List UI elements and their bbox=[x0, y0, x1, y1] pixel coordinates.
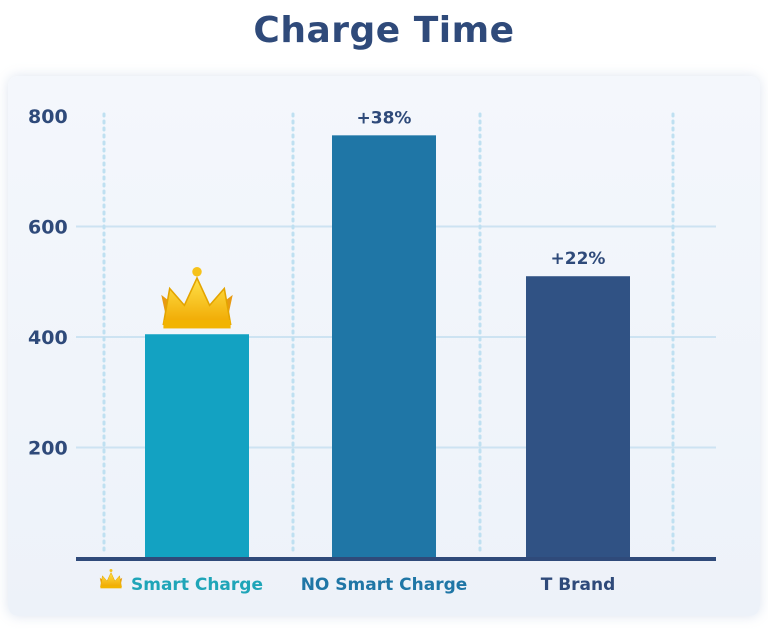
x-tick-label: NO Smart Charge bbox=[301, 575, 468, 595]
small-crown-icon bbox=[99, 569, 123, 589]
crown-icon bbox=[161, 267, 233, 329]
bar-t-brand bbox=[526, 276, 630, 558]
y-tick-label: 600 bbox=[28, 217, 68, 239]
chart-title: Charge Time bbox=[253, 10, 515, 51]
bar-smart-charge bbox=[145, 334, 249, 558]
x-tick-label: T Brand bbox=[541, 575, 616, 595]
y-tick-label: 400 bbox=[28, 327, 68, 349]
y-tick-label: 200 bbox=[28, 438, 68, 460]
y-tick-label: 800 bbox=[28, 106, 68, 128]
data-label: +38% bbox=[357, 108, 412, 128]
x-tick-label: Smart Charge bbox=[131, 575, 263, 595]
bar-no-smart-charge bbox=[332, 135, 436, 558]
data-label: +22% bbox=[551, 249, 606, 269]
